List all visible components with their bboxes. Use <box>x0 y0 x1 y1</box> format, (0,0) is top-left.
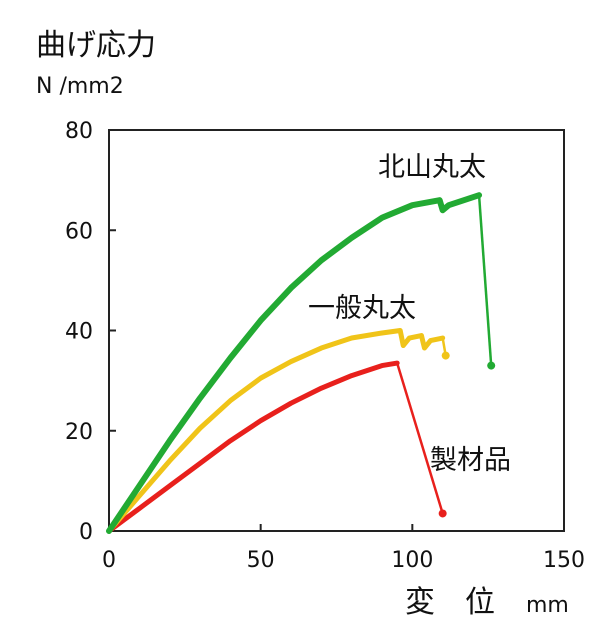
series-line <box>106 192 483 534</box>
series-label: 北山丸太 <box>378 152 486 183</box>
x-axis-title: 変 位 <box>405 585 495 620</box>
series-label: 製材品 <box>430 445 511 476</box>
y-tick-label: 0 <box>79 520 93 545</box>
x-tick-label: 0 <box>102 548 116 573</box>
series-line <box>106 328 446 534</box>
y-tick-label: 60 <box>65 219 93 244</box>
failure-drop <box>395 362 444 514</box>
x-tick-label: 100 <box>391 548 433 573</box>
end-point-marker <box>487 361 496 370</box>
x-tick-label: 150 <box>543 548 585 573</box>
x-axis-unit: mm <box>526 593 569 618</box>
y-tick-label: 80 <box>65 119 93 144</box>
y-tick-label: 20 <box>65 420 93 445</box>
failure-drop <box>477 195 493 366</box>
end-point-marker <box>441 351 450 360</box>
series-line <box>106 360 400 534</box>
y-axis-unit: N /mm2 <box>36 74 124 99</box>
y-axis-title: 曲げ応力 <box>36 28 156 63</box>
end-point-marker <box>438 509 447 518</box>
axis-ticks: 0 20 40 60 80 0 50 100 150 <box>65 119 585 573</box>
series-label: 一般丸太 <box>308 293 416 324</box>
y-tick-label: 40 <box>65 320 93 345</box>
x-tick-label: 50 <box>247 548 275 573</box>
series-lines <box>106 192 496 534</box>
